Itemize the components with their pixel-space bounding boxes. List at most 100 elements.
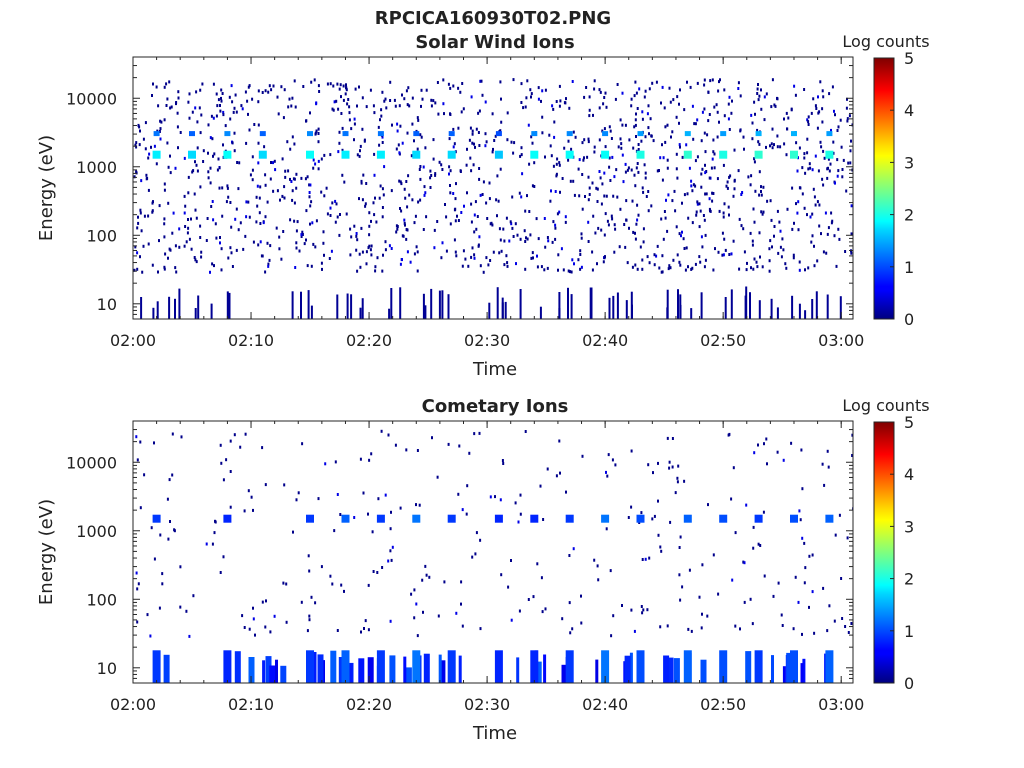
noise-cell [429,186,432,189]
noise-cell [746,261,748,265]
noise-cell [370,219,372,223]
noise-cell [505,216,508,220]
noise-cell [661,254,664,258]
streak-cell [359,307,362,319]
noise-cell [273,614,276,618]
noise-cell [577,167,580,171]
noise-cell [834,533,837,537]
noise-cell [135,145,138,149]
noise-cell [210,114,213,118]
noise-cell [436,475,439,479]
noise-cell [653,514,656,518]
noise-cell [781,237,784,241]
noise-cell [798,146,801,150]
burst-cell [601,514,610,523]
burst-cell [341,514,350,523]
noise-cell [380,114,383,118]
noise-cell [326,82,329,86]
noise-cell [522,106,525,110]
noise-cell [637,143,640,146]
noise-cell [221,92,224,95]
noise-cell [757,98,760,102]
noise-cell [396,129,399,133]
noise-cell [257,161,260,165]
noise-cell [459,90,462,94]
noise-cell [693,122,696,126]
burst-cell [412,150,421,159]
noise-cell [797,228,800,232]
noise-cell [739,627,741,631]
noise-cell [371,530,374,534]
noise-cell [651,517,654,521]
streak-cell [625,300,628,319]
noise-cell [630,97,633,101]
noise-cell [139,211,142,215]
noise-cell [489,495,492,499]
noise-cell [200,255,203,259]
streak-cell [140,297,143,319]
noise-cell [728,432,731,436]
noise-cell [605,194,608,198]
noise-cell [533,161,536,165]
noise-cell [561,177,564,180]
noise-cell [675,225,678,229]
noise-cell [530,256,533,260]
streak-cell [197,295,200,319]
noise-cell [628,226,630,230]
noise-cell [481,93,484,97]
x-tick-label: 02:10 [228,695,274,714]
noise-cell [370,253,373,257]
streak-cell [438,654,442,683]
noise-cell [317,140,320,144]
noise-cell [811,234,814,238]
noise-cell [751,243,754,247]
burst-cell [790,150,798,159]
noise-cell [742,227,745,231]
noise-cell [701,563,704,567]
noise-cell [275,226,278,230]
noise-cell [276,95,279,99]
noise-cell [676,253,679,257]
noise-cell [630,505,633,509]
noise-cell [221,214,224,218]
noise-cell [633,125,636,129]
noise-cell [520,82,523,86]
burst-cell [636,150,645,159]
noise-cell [207,151,209,155]
noise-cell [317,167,320,171]
noise-cell [558,163,561,167]
noise-cell [391,123,393,127]
noise-cell [740,224,743,228]
noise-cell [664,140,667,144]
noise-cell [698,255,701,259]
noise-cell [350,235,353,239]
noise-cell [708,207,711,211]
noise-cell [187,191,190,195]
noise-cell [373,111,376,115]
noise-cell [183,211,186,215]
y-tick-label: 1000 [76,522,117,541]
noise-cell [291,96,294,100]
noise-cell [492,147,494,151]
noise-cell [813,195,816,199]
noise-cell [520,146,523,150]
noise-cell [266,200,269,204]
noise-cell [174,266,177,270]
noise-cell [482,180,485,184]
noise-cell [406,131,409,135]
noise-cell [205,542,208,546]
low-energy-burst [601,650,610,683]
noise-cell [660,270,663,274]
noise-cell [281,157,284,161]
noise-cell [365,262,368,266]
noise-cell [826,232,829,236]
noise-cell [822,95,825,99]
noise-cell [398,151,401,155]
noise-cell [622,180,625,184]
noise-cell [560,247,563,251]
noise-cell [305,238,307,242]
low-energy-burst [790,650,798,683]
noise-cell [519,493,522,497]
noise-cell [608,125,611,129]
noise-cell [252,240,255,244]
